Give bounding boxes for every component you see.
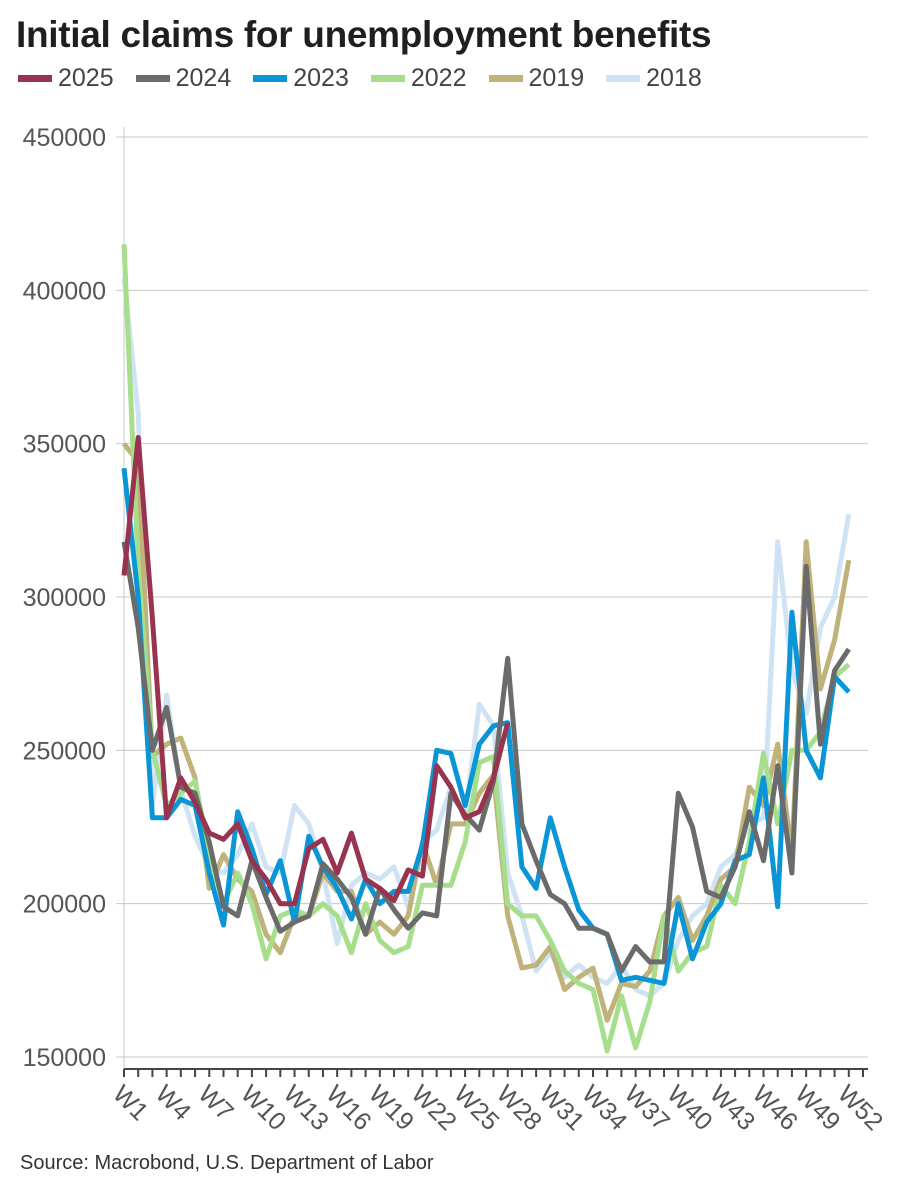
y-tick-label: 250000 [23, 737, 106, 765]
legend-label: 2018 [646, 64, 702, 92]
y-tick-label: 350000 [23, 431, 106, 459]
x-tick-label: W49 [789, 1080, 845, 1136]
x-tick-label: W25 [448, 1080, 504, 1136]
x-tick-label: W31 [534, 1080, 590, 1136]
chart-title: Initial claims for unemployment benefits [16, 14, 712, 55]
legend-item-2025: 2025 [18, 64, 114, 93]
x-axis: W1W4W7W10W13W16W19W22W25W28W31W34W37W40W… [107, 1068, 888, 1136]
legend-swatch [18, 75, 52, 82]
gridlines [116, 136, 868, 1058]
x-tick-label: W34 [576, 1080, 632, 1136]
legend-swatch [370, 75, 405, 82]
x-tick-label: W13 [278, 1080, 334, 1136]
x-tick-label: W37 [619, 1080, 675, 1136]
y-tick-label: 200000 [23, 891, 106, 919]
legend-item-2019: 2019 [488, 64, 585, 93]
legend-item-2024: 2024 [135, 64, 232, 93]
series-line-2025 [121, 435, 511, 907]
legend-swatch [606, 75, 641, 82]
legend-swatch [135, 75, 170, 82]
x-tick-label: W10 [235, 1080, 291, 1136]
x-tick-label: W16 [320, 1080, 376, 1136]
legend-label: 2023 [293, 64, 349, 92]
x-tick-label: W46 [747, 1080, 803, 1136]
legend-item-2023: 2023 [253, 64, 349, 93]
y-tick-label: 150000 [23, 1044, 106, 1072]
x-tick-label: W4 [150, 1080, 196, 1126]
x-tick-label: W7 [193, 1080, 239, 1126]
line-chart: 150000 200000 250000 300000 350000 400000 4500… [23, 124, 889, 1136]
y-tick-label: 450000 [23, 124, 106, 152]
legend-swatch [253, 75, 288, 82]
x-tick-label: W1 [107, 1080, 153, 1126]
x-tick-label: W22 [406, 1080, 462, 1136]
legend-label: 2024 [175, 64, 232, 92]
legend-item-2022: 2022 [370, 64, 467, 93]
source-note: Source: Macrobond, U.S. Department of La… [20, 1152, 434, 1174]
y-tick-label: 300000 [23, 584, 106, 612]
legend-swatch [488, 75, 523, 82]
y-axis: 150000 200000 250000 300000 350000 400000 4500… [23, 124, 125, 1072]
series-lines [121, 244, 852, 1054]
x-tick-label: W52 [832, 1080, 888, 1136]
x-tick-label: W43 [704, 1080, 760, 1136]
series-line-2022 [121, 244, 851, 1054]
x-tick-label: W28 [491, 1080, 547, 1136]
legend-item-2018: 2018 [606, 64, 702, 93]
x-tick-label: W19 [363, 1080, 419, 1136]
legend-label: 2025 [58, 64, 114, 92]
legend-label: 2022 [410, 64, 467, 92]
x-tick-label: W40 [662, 1080, 718, 1136]
chart-legend: 2025 2024 2023 2022 2019 2018 [18, 64, 724, 93]
y-tick-label: 400000 [23, 277, 106, 305]
series-line-2023 [121, 467, 851, 986]
legend-label: 2019 [528, 64, 585, 92]
series-line-2024 [121, 541, 851, 974]
